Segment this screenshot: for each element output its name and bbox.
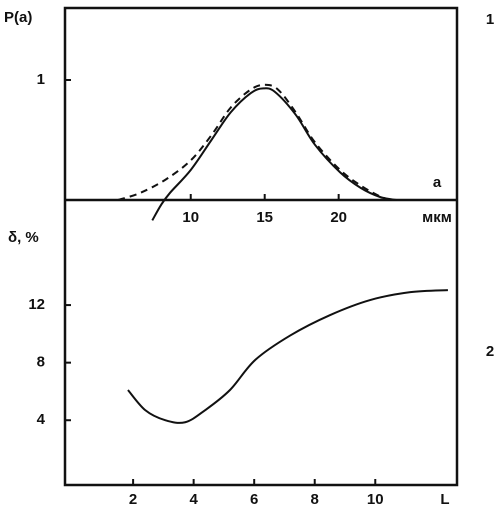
y-tick-label: 4: [37, 411, 46, 428]
curve: [127, 289, 448, 424]
y-axis-label: P(a): [4, 9, 32, 26]
frame: [63, 6, 459, 487]
x-tick-label: 15: [256, 209, 273, 226]
x-axis-label: L: [440, 491, 449, 508]
x-tick-label: 10: [182, 209, 199, 226]
x-tick-label: 8: [311, 491, 319, 508]
x-tick-label: 4: [189, 491, 198, 508]
y-axis-label: δ, %: [8, 229, 39, 246]
curve: [151, 87, 397, 221]
panel-label: 1: [486, 11, 494, 28]
x-tick-label: 20: [330, 209, 347, 226]
annotation: a: [433, 174, 442, 191]
x-tick-label: 2: [129, 491, 137, 508]
panel-label: 2: [486, 343, 494, 360]
x-axis-label: мкм: [422, 209, 452, 226]
y-tick-label: 12: [28, 296, 45, 313]
y-tick-label: 8: [37, 354, 45, 371]
x-tick-label: 6: [250, 491, 258, 508]
y-tick-label: 1: [37, 71, 45, 88]
x-tick-label: 10: [367, 491, 384, 508]
dashed-curve: [117, 83, 393, 201]
